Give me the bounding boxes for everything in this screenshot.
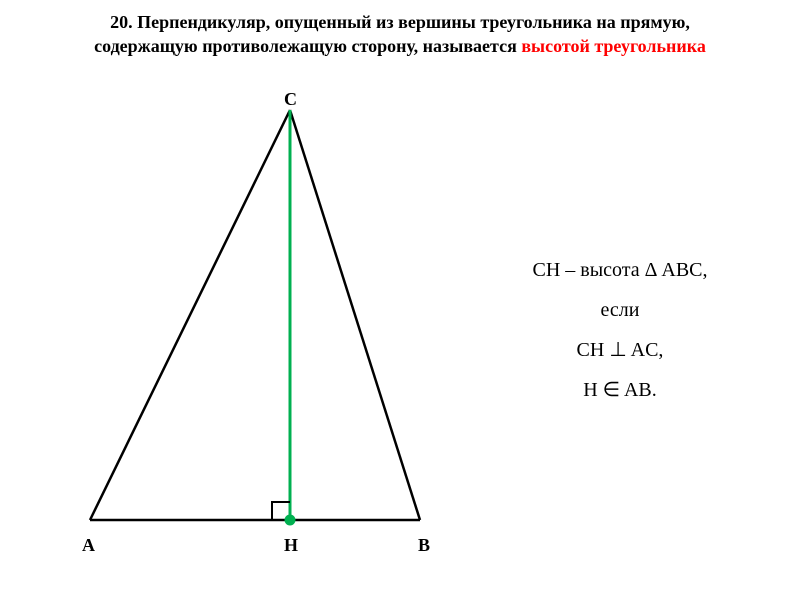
label-B: B xyxy=(418,535,430,556)
edge-CA xyxy=(90,110,290,520)
title: 20. Перпендикуляр, опущенный из вершины … xyxy=(40,10,760,59)
edge-BC xyxy=(290,110,420,520)
math-line-3: CH ⊥ AC, xyxy=(500,330,740,370)
label-H: H xyxy=(284,535,298,556)
title-line1: 20. Перпендикуляр, опущенный из вершины … xyxy=(110,12,690,32)
triangle-diagram: A B C H xyxy=(70,85,460,555)
label-C: C xyxy=(284,89,297,110)
label-A: A xyxy=(82,535,95,556)
diagram-svg xyxy=(70,85,460,555)
foot-dot xyxy=(285,515,296,526)
math-block: CH – высота Δ ABC, если CH ⊥ AC, H ∈ AB. xyxy=(500,250,740,410)
math-line-1: CH – высота Δ ABC, xyxy=(500,250,740,290)
title-line2-pre: содержащую противолежащую сторону, назыв… xyxy=(94,36,521,56)
math-line-4: H ∈ AB. xyxy=(500,370,740,410)
title-highlight: высотой треугольника xyxy=(521,36,706,56)
math-line-2: если xyxy=(500,290,740,330)
